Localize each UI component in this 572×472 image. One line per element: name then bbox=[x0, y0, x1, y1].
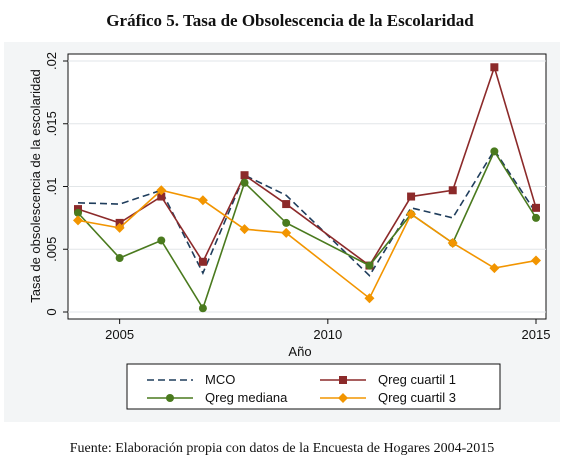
chart-source: Fuente: Elaboración propia con datos de … bbox=[70, 441, 495, 456]
data-point bbox=[281, 227, 292, 238]
data-point bbox=[73, 215, 83, 226]
data-point bbox=[447, 237, 458, 248]
y-tick-label: 0 bbox=[44, 308, 59, 315]
data-point bbox=[282, 218, 291, 227]
legend-swatch-marker bbox=[339, 376, 347, 384]
legend-label: Qreg cuartil 1 bbox=[378, 372, 456, 387]
legend-label: Qreg mediana bbox=[205, 390, 288, 405]
series-line bbox=[77, 148, 537, 277]
data-point bbox=[239, 224, 250, 235]
legend-label: Qreg cuartil 3 bbox=[378, 390, 456, 405]
legend-label: MCO bbox=[205, 372, 235, 387]
series-mco bbox=[77, 148, 537, 277]
data-point bbox=[489, 263, 500, 274]
legend-box bbox=[126, 363, 501, 410]
data-point bbox=[448, 186, 457, 195]
series-qreg-cuartil-3 bbox=[73, 185, 541, 304]
data-point bbox=[115, 254, 124, 263]
legend: MCO Qreg cuartil 1 Qreg mediana Qreg cuarti… bbox=[147, 372, 456, 405]
x-tick-label: 2005 bbox=[105, 327, 134, 342]
data-point bbox=[74, 208, 82, 217]
data-point bbox=[156, 185, 167, 196]
legend-swatch-marker bbox=[338, 393, 348, 403]
data-point bbox=[157, 192, 166, 201]
legend-item: Qreg cuartil 1 bbox=[320, 372, 456, 387]
data-point bbox=[365, 261, 374, 270]
data-point bbox=[532, 213, 540, 222]
y-tick-label: .005 bbox=[44, 237, 59, 262]
legend-item: MCO bbox=[147, 372, 235, 387]
x-tick-label: 2010 bbox=[313, 327, 342, 342]
x-tick-label: 2015 bbox=[522, 327, 551, 342]
data-point bbox=[115, 218, 124, 227]
series-layer bbox=[73, 63, 541, 313]
data-point bbox=[531, 255, 541, 266]
data-point bbox=[197, 195, 208, 206]
data-point bbox=[490, 63, 499, 72]
legend-swatch-marker bbox=[166, 394, 174, 402]
legend-item: Qreg cuartil 3 bbox=[320, 390, 456, 405]
data-point bbox=[157, 236, 166, 245]
data-point bbox=[364, 293, 375, 304]
y-tick-label: .01 bbox=[44, 177, 59, 195]
y-tick-label: .015 bbox=[44, 111, 59, 136]
series-qreg-mediana bbox=[74, 147, 540, 313]
data-point bbox=[240, 178, 249, 187]
data-point bbox=[198, 257, 207, 266]
x-axis: 2005 2010 2015 bbox=[105, 319, 550, 342]
data-point bbox=[490, 147, 499, 156]
chart-title: Gráfico 5. Tasa de Obsolescencia de la E… bbox=[106, 11, 474, 30]
legend-item: Qreg mediana bbox=[147, 390, 288, 405]
x-axis-label: Año bbox=[288, 344, 311, 359]
data-point bbox=[407, 192, 416, 201]
data-point bbox=[240, 171, 249, 180]
data-point bbox=[282, 200, 291, 209]
data-point bbox=[198, 304, 207, 313]
data-point bbox=[406, 209, 417, 220]
y-axis: 0 .005 .01 .015 .02 bbox=[44, 52, 68, 316]
data-point bbox=[114, 222, 125, 233]
y-tick-label: .02 bbox=[44, 52, 59, 70]
y-axis-label: Tasa de obsolescencia de la escolaridad bbox=[28, 69, 43, 302]
data-point bbox=[532, 203, 540, 212]
